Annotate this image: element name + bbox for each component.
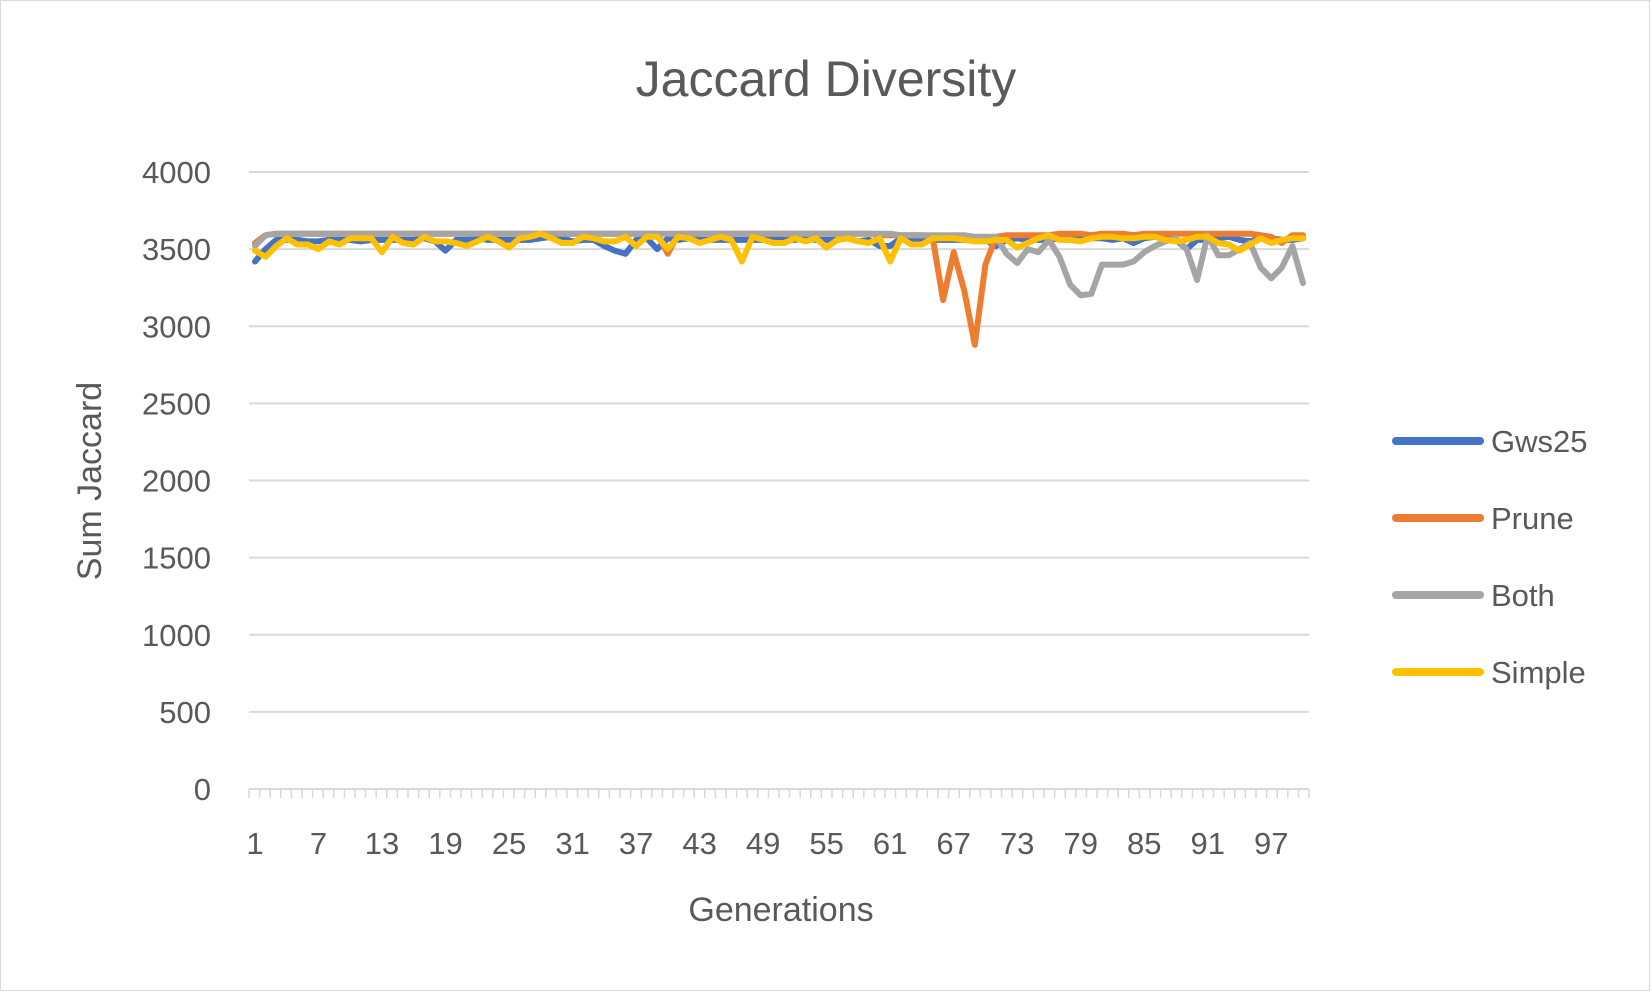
legend-label-simple: Simple — [1491, 655, 1586, 690]
x-tick-label: 67 — [936, 826, 970, 861]
x-tick-label: 79 — [1063, 826, 1097, 861]
y-tick-label: 3000 — [142, 309, 211, 344]
series-lines — [252, 230, 1306, 348]
x-tick-label: 85 — [1127, 826, 1161, 861]
legend: Gws25 Prune Both Simple — [1392, 424, 1587, 690]
y-tick-label: 4000 — [142, 155, 211, 190]
x-tick-label: 73 — [1000, 826, 1034, 861]
y-axis-label: Sum Jaccard — [71, 382, 109, 580]
x-tick-label: 91 — [1190, 826, 1224, 861]
x-tick-label: 97 — [1254, 826, 1288, 861]
x-tick-label: 19 — [428, 826, 462, 861]
x-axis-minor-ticks — [248, 789, 1310, 798]
x-axis-label: Generations — [688, 891, 873, 929]
y-tick-label: 1000 — [142, 618, 211, 653]
x-tick-label: 61 — [873, 826, 907, 861]
y-tick-label: 2000 — [142, 464, 211, 499]
x-tick-label: 1 — [246, 826, 263, 861]
y-tick-label: 500 — [159, 695, 211, 730]
x-tick-label: 55 — [809, 826, 843, 861]
legend-label-prune: Prune — [1491, 501, 1574, 536]
y-tick-label: 3500 — [142, 232, 211, 267]
x-axis-tick-labels: 1 7 13 19 25 31 37 43 49 55 61 67 73 79 85 91 97 — [246, 826, 1288, 861]
y-tick-label: 0 — [194, 772, 211, 807]
chart-title: Jaccard Diversity — [636, 51, 1017, 107]
legend-label-both: Both — [1491, 578, 1555, 613]
y-tick-label: 2500 — [142, 386, 211, 421]
gridlines — [249, 171, 1309, 713]
x-tick-label: 43 — [682, 826, 716, 861]
y-axis-tick-labels: 0 500 1000 1500 2000 2500 3000 3500 4000 — [142, 155, 211, 807]
legend-label-gws25: Gws25 — [1491, 424, 1587, 459]
series-line-both — [252, 230, 1306, 299]
x-tick-label: 13 — [365, 826, 399, 861]
x-tick-label: 7 — [310, 826, 327, 861]
x-tick-label: 31 — [555, 826, 589, 861]
x-tick-label: 49 — [746, 826, 780, 861]
x-tick-label: 37 — [619, 826, 653, 861]
series-line-simple — [252, 230, 1306, 265]
x-tick-label: 25 — [492, 826, 526, 861]
y-tick-label: 1500 — [142, 541, 211, 576]
